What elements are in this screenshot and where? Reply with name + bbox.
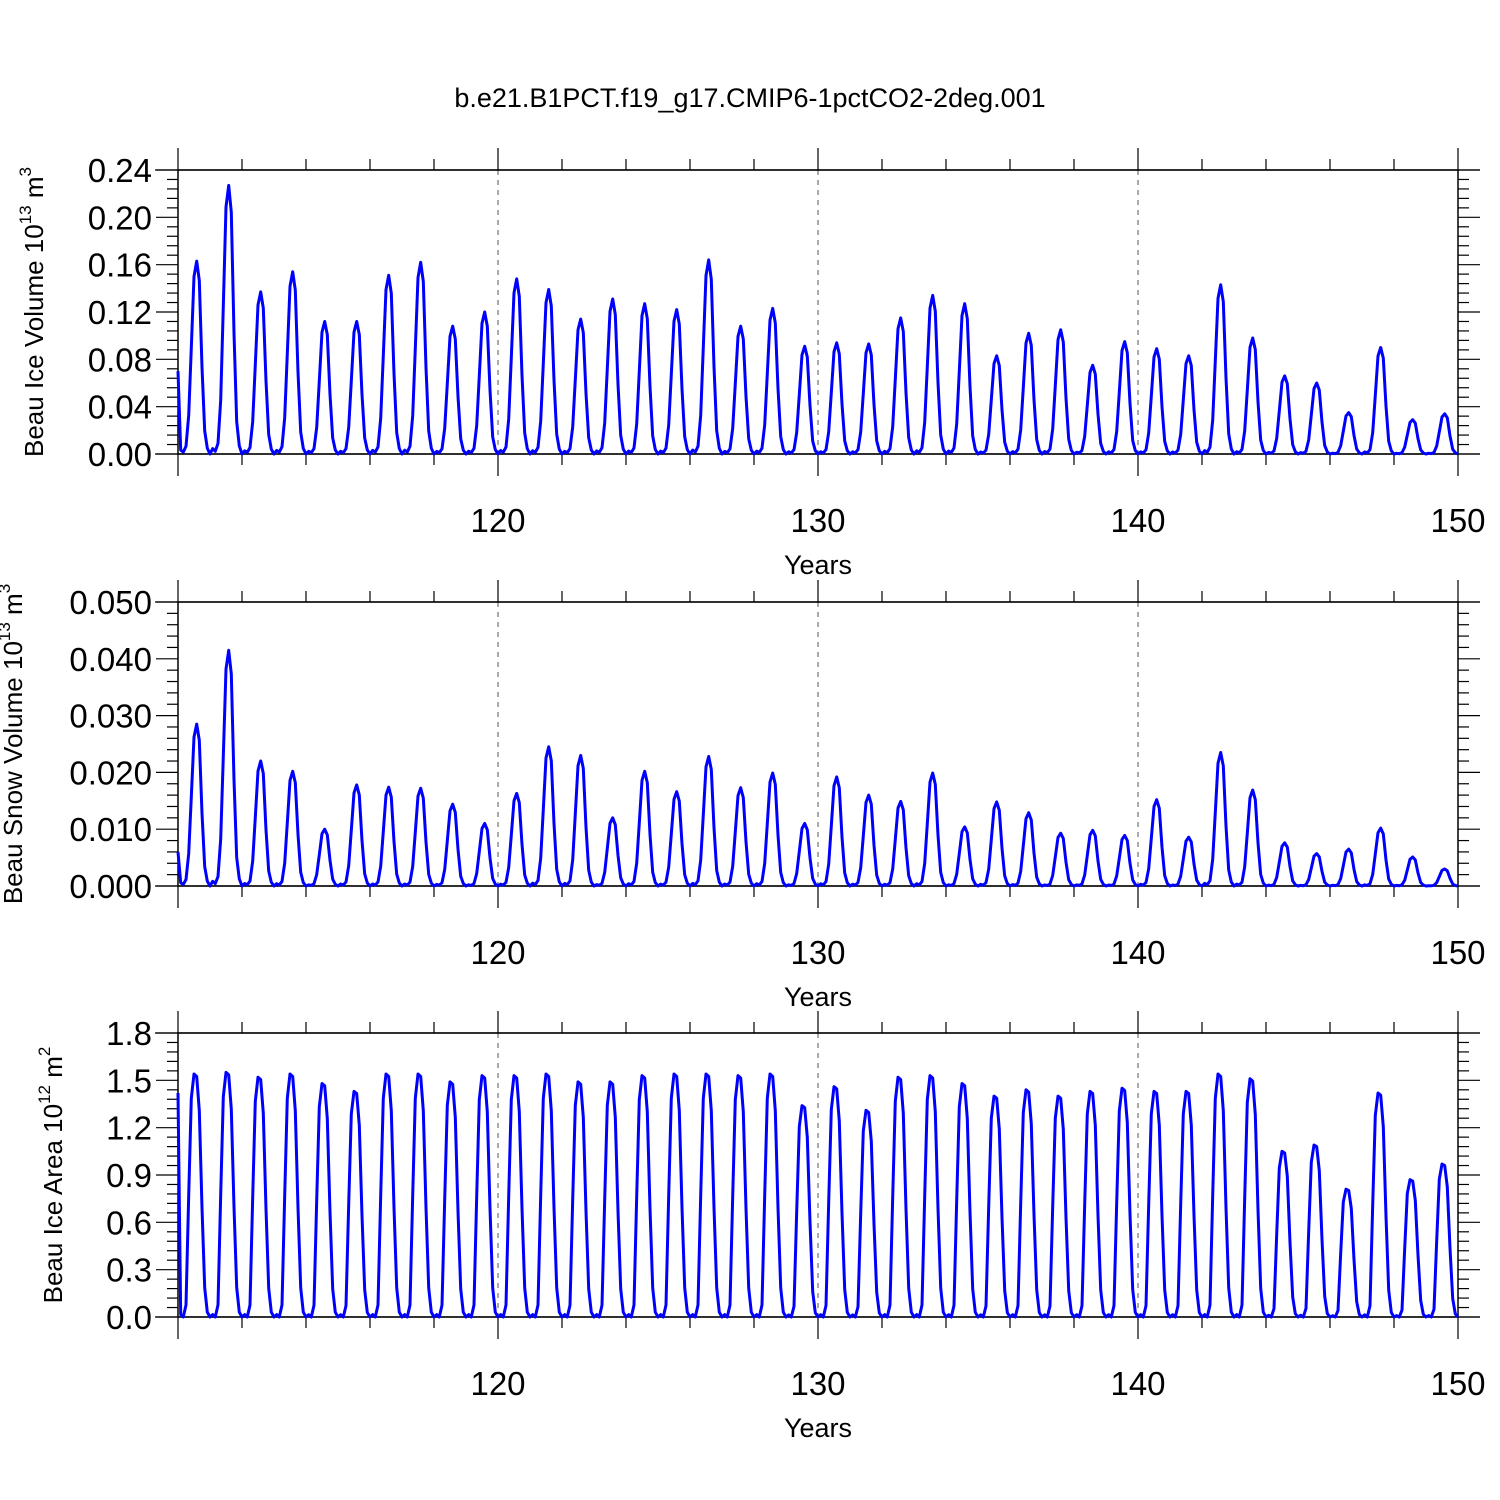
x-axis-label: Years: [784, 1413, 852, 1443]
ytick-label: 0.020: [69, 754, 152, 791]
panel-1: 0.00 0.04 0.08 0.12 0.16 0.20 0.24 120 130 140 150…: [16, 148, 1486, 580]
ytick-label: 0.0: [106, 1299, 152, 1336]
ytick-label: 0.04: [88, 389, 152, 426]
xtick-label: 150: [1430, 1365, 1485, 1402]
ytick-label: 0.16: [88, 247, 152, 284]
series-line: [176, 648, 1459, 888]
ytick-label: 1.5: [106, 1062, 152, 1099]
ytick-label: 0.030: [69, 698, 152, 735]
xtick-label: 140: [1110, 1365, 1165, 1402]
ytick-label: 0.010: [69, 811, 152, 848]
panel-2: 0.000 0.010 0.020 0.030 0.040 0.050 120 130 140 1…: [0, 580, 1486, 1012]
y-axis-label: Beau Ice Volume 1013 m3: [16, 167, 49, 457]
xtick-label: 150: [1430, 502, 1485, 539]
series-line: [176, 183, 1459, 456]
xtick-label: 150: [1430, 934, 1485, 971]
y-axis-label: Beau Snow Volume 1013 m3: [0, 584, 28, 904]
xtick-label: 130: [790, 502, 845, 539]
ytick-label: 0.24: [88, 152, 152, 189]
ytick-label: 0.9: [106, 1157, 152, 1194]
ytick-label: 0.20: [88, 199, 152, 236]
x-axis-label: Years: [784, 982, 852, 1012]
ytick-label: 0.040: [69, 641, 152, 678]
xtick-label: 120: [470, 502, 525, 539]
xtick-label: 130: [790, 934, 845, 971]
xtick-label: 130: [790, 1365, 845, 1402]
ytick-label: 0.00: [88, 436, 152, 473]
ytick-label: 1.2: [106, 1110, 152, 1147]
series-line: [176, 1070, 1460, 1319]
x-axis-label: Years: [784, 550, 852, 580]
chart-title: b.e21.B1PCT.f19_g17.CMIP6-1pctCO2-2deg.0…: [454, 83, 1045, 113]
ytick-label: 1.8: [106, 1015, 152, 1052]
xtick-label: 140: [1110, 934, 1165, 971]
xtick-label: 140: [1110, 502, 1165, 539]
xtick-label: 120: [470, 934, 525, 971]
ytick-label: 0.08: [88, 341, 152, 378]
panels: 0.00 0.04 0.08 0.12 0.16 0.20 0.24 120 130 140 150…: [0, 148, 1486, 1443]
y-axis-label: Beau Ice Area 1012 m2: [35, 1047, 68, 1304]
ytick-label: 0.000: [69, 868, 152, 905]
ytick-label: 0.3: [106, 1252, 152, 1289]
ytick-label: 0.050: [69, 584, 152, 621]
xtick-label: 120: [470, 1365, 525, 1402]
ytick-label: 0.12: [88, 294, 152, 331]
panel-3: 0.0 0.3 0.6 0.9 1.2 1.5 1.8 120 130 140 150 Years Be…: [35, 1011, 1486, 1443]
ytick-label: 0.6: [106, 1204, 152, 1241]
